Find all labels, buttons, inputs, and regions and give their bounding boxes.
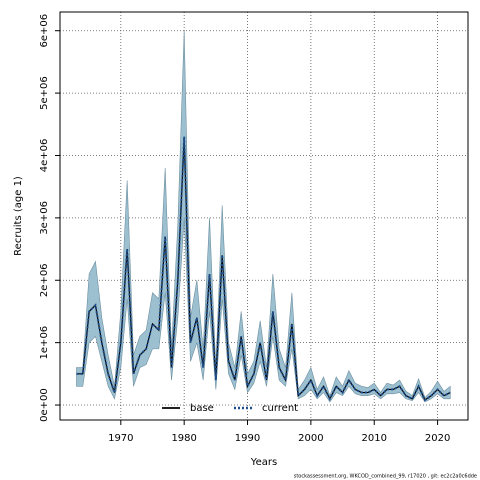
y-tick-label: 2e+06: [39, 263, 50, 297]
x-tick-label: 1990: [235, 433, 260, 444]
x-tick-label: 2010: [362, 433, 387, 444]
footer: stockassessment.org, WKCOD_combined_99, …: [294, 474, 477, 480]
x-tick-label: 1970: [108, 433, 133, 444]
y-tick-label: 4e+06: [39, 139, 50, 173]
y-axis-label: Recruits (age 1): [13, 176, 24, 256]
x-tick-label: 2020: [425, 433, 450, 444]
y-tick-label: 3e+06: [39, 201, 50, 235]
y-tick-label: 1e+06: [39, 326, 50, 360]
legend-label: base: [190, 403, 214, 414]
confidence-band: [76, 30, 451, 403]
y-tick-label: 5e+06: [39, 76, 50, 110]
x-axis-label: Years: [250, 457, 277, 468]
x-tick-label: 2000: [298, 433, 323, 444]
x-tick-label: 1980: [171, 433, 196, 444]
series-line: [76, 136, 451, 402]
y-tick-label: 0e+00: [39, 388, 50, 422]
legend-label: current: [262, 403, 298, 414]
y-tick-label: 6e+06: [39, 14, 50, 48]
plot-frame: [59, 11, 469, 421]
